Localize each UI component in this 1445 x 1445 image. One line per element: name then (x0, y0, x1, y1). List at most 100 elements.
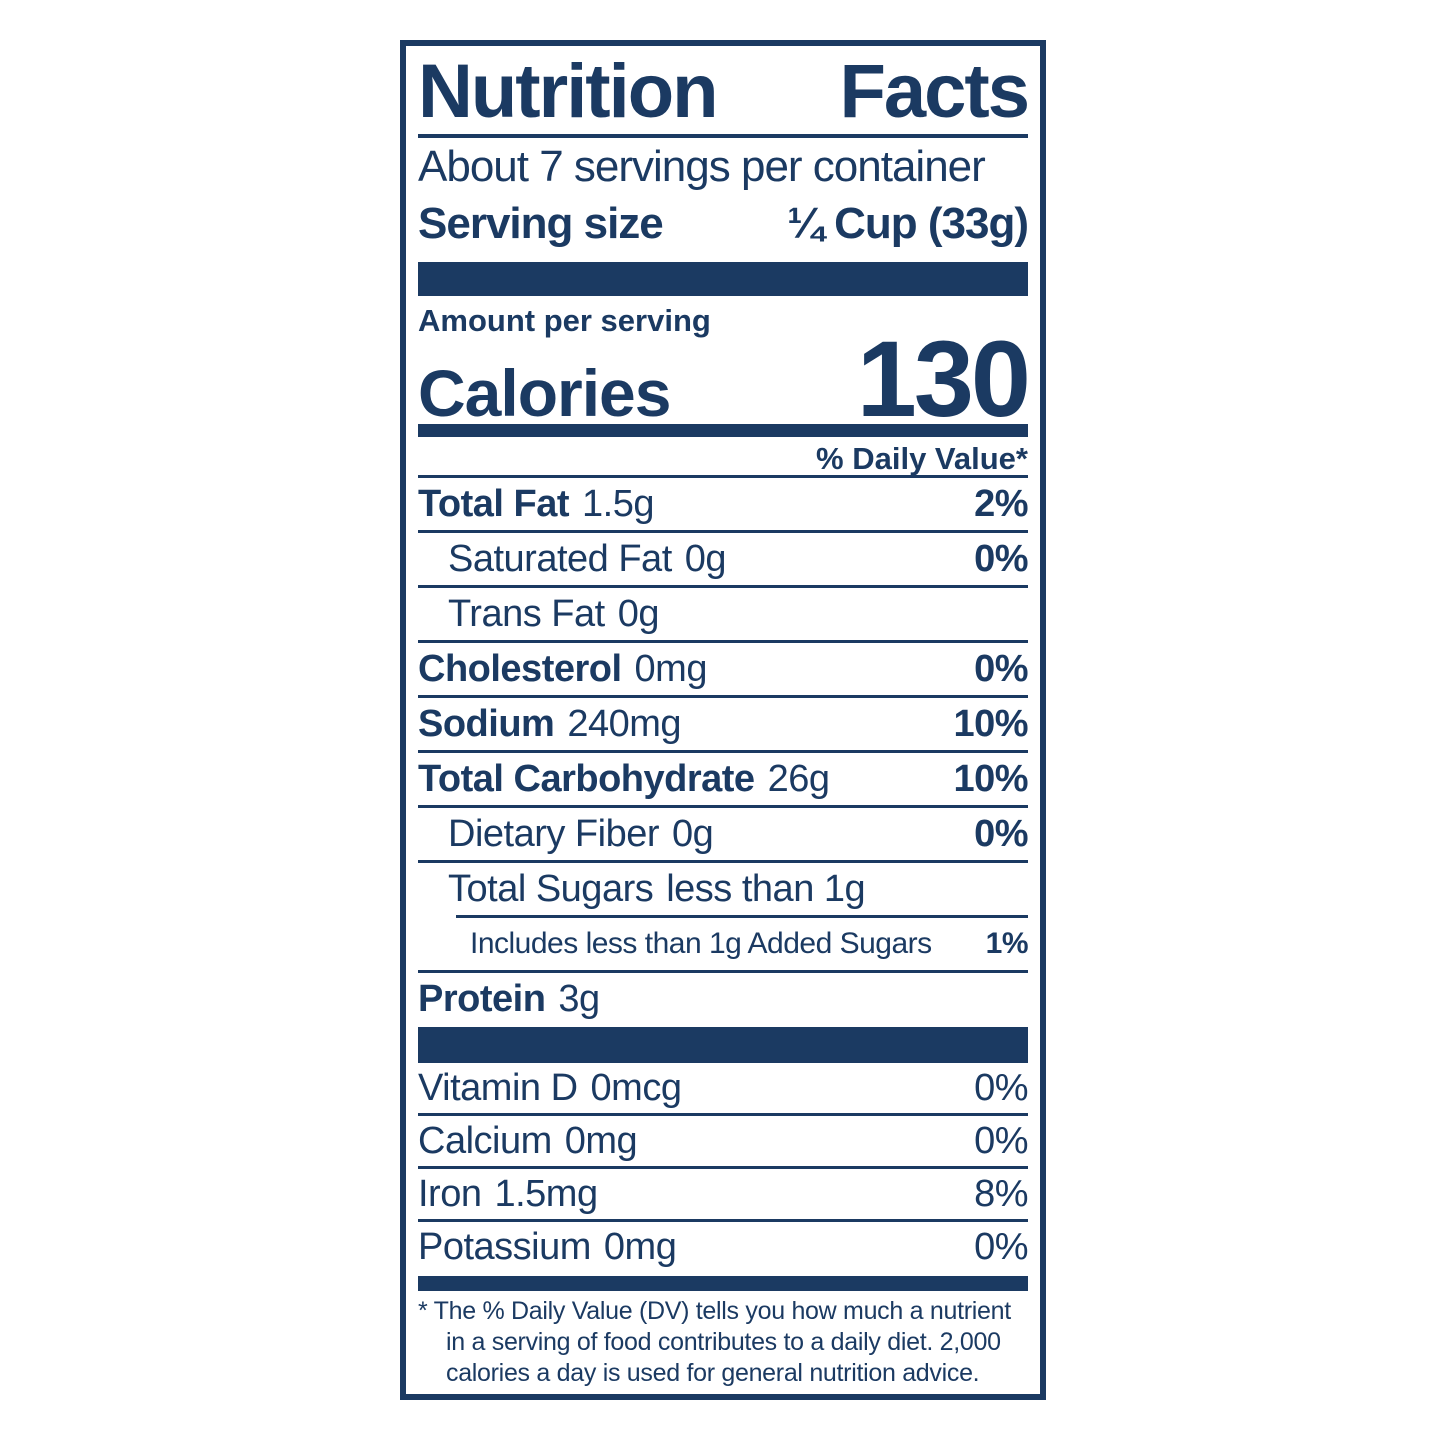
daily-value-footnote: * The % Daily Value (DV) tells you how m… (418, 1296, 1028, 1389)
amount-per-serving: Amount per serving (418, 303, 711, 338)
nutrient-dv: 0% (974, 1067, 1028, 1110)
nutrient-text: Cholesterol 0mg (418, 649, 707, 689)
micronutrient-row-potassium: Potassium 0mg 0% (418, 1222, 1028, 1272)
footnote-line: * The % Daily Value (DV) tells you how m… (418, 1297, 1011, 1326)
serving-size-label: Serving size (418, 199, 664, 248)
nutrient-text: Protein 3g (418, 979, 600, 1019)
nutrient-row-added-sugars: Includes less than 1g Added Sugars 1% (418, 918, 1029, 970)
nutrient-amount: 0mcg (590, 1067, 682, 1110)
label-title: Nutrition Facts (418, 49, 1030, 134)
section-bar-top (418, 262, 1028, 296)
nutrient-text: Total Fat 1.5g (418, 484, 654, 524)
divider (418, 860, 1028, 864)
nutrient-text: Sodium 240mg (418, 703, 682, 746)
nutrient-row-sodium: Sodium 240mg 10% (418, 698, 1028, 750)
divider-indented (456, 915, 1028, 919)
nutrient-amount: 0g (684, 538, 727, 581)
nutrient-dv: 0% (974, 538, 1028, 581)
label-title-word-nutrition: Nutrition (418, 49, 719, 134)
divider (418, 805, 1028, 809)
divider (418, 640, 1028, 644)
nutrient-name: Protein (418, 978, 546, 1021)
nutrient-amount: 1.5g (582, 483, 654, 526)
nutrient-name: Sodium (418, 703, 555, 746)
divider (418, 530, 1028, 534)
nutrient-amount: 0mg (634, 648, 708, 691)
nutrient-row-cholesterol: Cholesterol 0mg 0% (418, 643, 1028, 695)
nutrient-text: Total Carbohydrate 26g (418, 758, 830, 801)
nutrient-name: Total Fat (418, 483, 570, 526)
nutrient-text: Total Sugars less than 1g (448, 868, 866, 911)
title-divider (418, 134, 1028, 138)
nutrient-dv: 0% (974, 813, 1028, 856)
divider (418, 750, 1028, 754)
nutrient-row-saturated-fat: Saturated Fat 0g 0% (418, 533, 1028, 585)
serving-size-value: ¼ Cup (33g) (787, 199, 1029, 248)
nutrient-name: Total Sugars (448, 868, 654, 911)
nutrient-name: Trans Fat (448, 593, 605, 636)
divider (418, 1219, 1028, 1223)
calories-row: Calories 130 (418, 318, 1031, 439)
nutrient-amount: 0mg (564, 1120, 638, 1163)
nutrient-name: Potassium (418, 1226, 591, 1269)
nutrient-dv: 10% (953, 703, 1028, 746)
nutrient-amount: 1.5mg (494, 1173, 598, 1216)
nutrient-dv: 0% (974, 1226, 1028, 1269)
micronutrient-row-calcium: Calcium 0mg 0% (418, 1116, 1028, 1166)
nutrient-row-total-fat: Total Fat 1.5g 2% (418, 478, 1028, 530)
nutrient-text: Includes less than 1g Added Sugars (470, 928, 932, 960)
nutrient-amount: less than 1g (666, 868, 866, 911)
daily-value-header: % Daily Value* (816, 441, 1028, 477)
section-bar-micronutrients (418, 1027, 1028, 1064)
divider (418, 1166, 1028, 1170)
footnote-line: in a serving of food contributes to a da… (446, 1328, 1001, 1357)
nutrient-text: Trans Fat 0g (448, 594, 659, 634)
nutrient-amount: 240mg (567, 703, 682, 746)
micronutrient-row-vitamin-d: Vitamin D 0mcg 0% (418, 1063, 1028, 1113)
nutrient-text: Calcium 0mg (418, 1120, 638, 1163)
nutrient-text: Saturated Fat 0g (448, 538, 727, 581)
nutrient-row-protein: Protein 3g (418, 973, 1028, 1025)
nutrient-name: Calcium (418, 1120, 552, 1163)
divider (418, 970, 1028, 974)
calories-label: Calories (418, 355, 671, 430)
divider (418, 1113, 1028, 1117)
divider (418, 695, 1028, 699)
footnote-line: calories a day is used for general nutri… (446, 1359, 980, 1388)
nutrient-dv: 1% (985, 927, 1029, 961)
nutrient-text: Dietary Fiber 0g (448, 813, 714, 856)
nutrient-name: Dietary Fiber (448, 813, 660, 856)
nutrient-name: Vitamin D (418, 1067, 578, 1110)
nutrient-dv: 8% (974, 1173, 1028, 1216)
serving-size-row: Serving size ¼ Cup (33g) (418, 199, 1029, 248)
micronutrient-row-iron: Iron 1.5mg 8% (418, 1169, 1028, 1219)
nutrient-row-total-carbohydrate: Total Carbohydrate 26g 10% (418, 753, 1028, 805)
nutrient-amount: 0g (617, 593, 660, 636)
nutrient-name: Iron (418, 1173, 482, 1216)
nutrient-text: Potassium 0mg (418, 1226, 677, 1269)
divider (418, 585, 1028, 589)
label-title-word-facts: Facts (839, 49, 1030, 134)
nutrient-amount: 0mg (603, 1226, 677, 1269)
nutrient-row-total-sugars: Total Sugars less than 1g (418, 863, 1028, 915)
nutrient-amount: 0g (672, 813, 714, 856)
nutrition-facts-label: Nutrition Facts About 7 servings per con… (400, 40, 1046, 1400)
divider (418, 475, 1028, 479)
calories-value: 130 (856, 318, 1031, 439)
nutrient-dv: 2% (974, 483, 1028, 526)
nutrient-row-trans-fat: Trans Fat 0g (418, 588, 1028, 640)
nutrient-amount: 3g (558, 978, 600, 1021)
nutrient-name: Cholesterol (418, 648, 622, 691)
nutrient-name: Total Carbohydrate (418, 758, 755, 801)
nutrient-dv: 0% (974, 1120, 1028, 1163)
nutrient-amount: 26g (767, 758, 830, 801)
nutrient-text: Vitamin D 0mcg (418, 1067, 682, 1110)
nutrient-dv: 0% (974, 648, 1028, 691)
section-bar-footnote (418, 1276, 1028, 1292)
nutrient-row-dietary-fiber: Dietary Fiber 0g 0% (418, 808, 1028, 860)
nutrient-text: Iron 1.5mg (418, 1174, 598, 1214)
nutrient-dv: 10% (953, 758, 1028, 801)
section-bar-calories (418, 424, 1028, 438)
nutrient-name: Saturated Fat (448, 538, 672, 581)
servings-per-container: About 7 servings per container (418, 142, 986, 191)
